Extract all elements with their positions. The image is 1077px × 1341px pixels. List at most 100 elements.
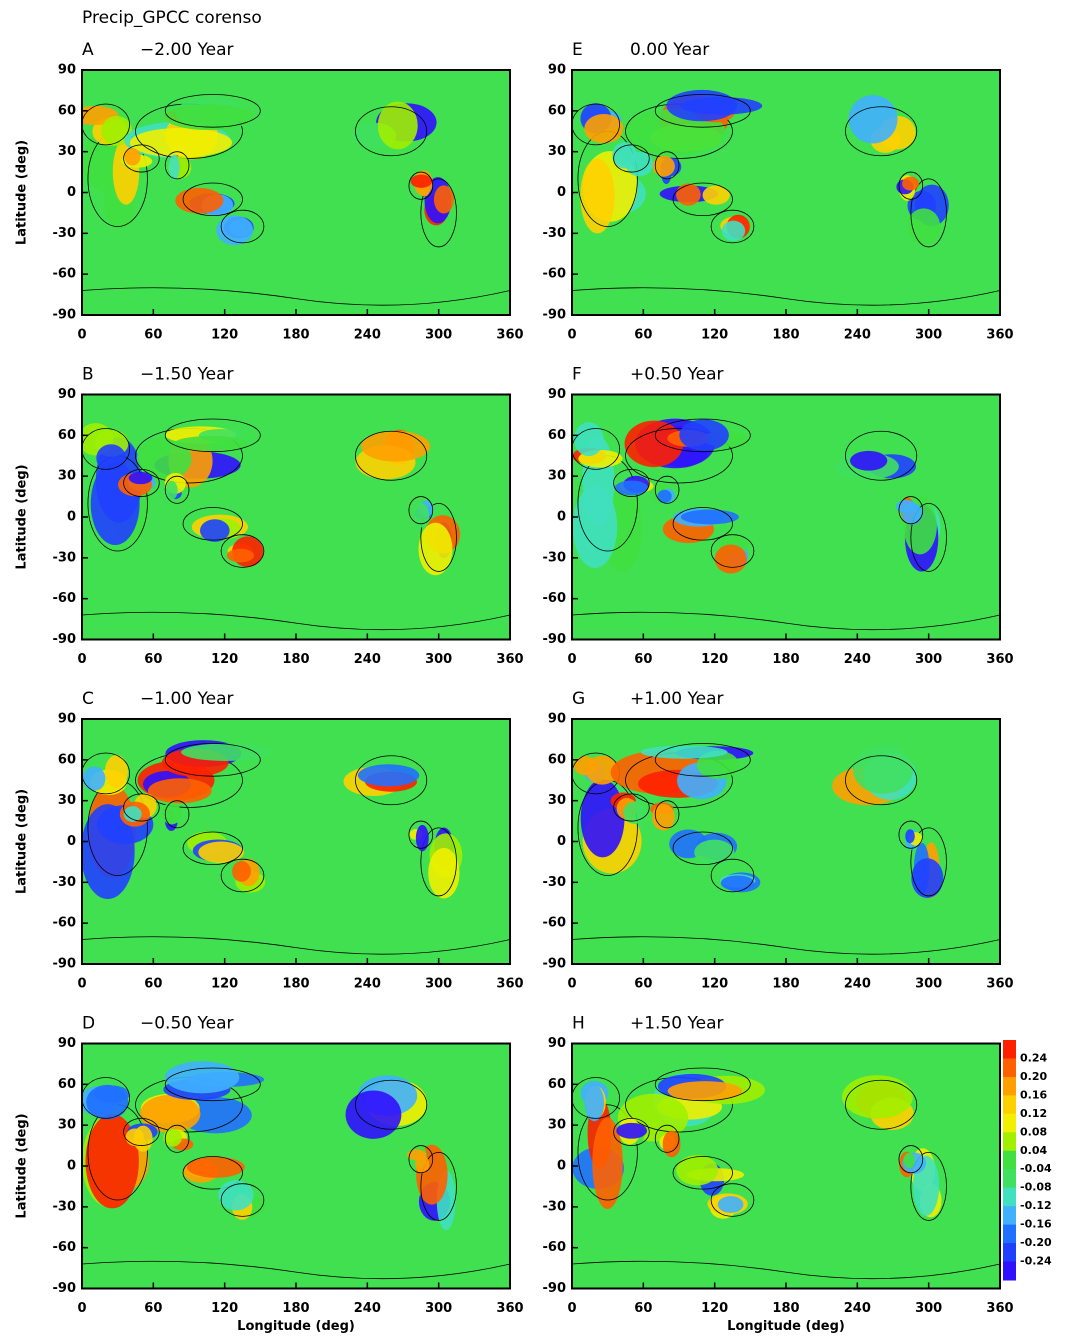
coastline [572, 428, 620, 470]
colorbar-swatch [1003, 1095, 1016, 1115]
anomaly-blob [414, 503, 430, 528]
x-axis-label: Longitude (deg) [727, 1319, 845, 1334]
y-tick-label: 0 [67, 1159, 76, 1174]
x-tick-label: 0 [77, 328, 86, 343]
panel-label: −1.50 Year [140, 365, 234, 385]
anomaly-blob [136, 437, 192, 481]
y-axis-label: Latitude (deg) [15, 140, 30, 245]
antarctica-coast [82, 936, 510, 955]
coastline [898, 1145, 924, 1174]
anomaly-blob [848, 95, 898, 144]
x-tick-label: 60 [634, 1301, 652, 1316]
anomaly-blob [584, 1084, 605, 1122]
y-tick-label: 90 [58, 1036, 76, 1051]
panel-letter: G [572, 689, 585, 709]
y-tick-label: 30 [58, 144, 76, 159]
coastline [898, 171, 924, 200]
x-tick-label: 180 [282, 1301, 309, 1316]
coastline [710, 858, 755, 893]
anomaly-blob [580, 779, 625, 858]
y-tick-label: 60 [548, 103, 566, 118]
x-tick-label: 60 [634, 652, 652, 667]
y-tick-label: -60 [543, 591, 567, 606]
colorbar-label: -0.16 [1020, 1218, 1052, 1231]
y-tick-label: -30 [543, 550, 567, 565]
coastline [355, 755, 428, 806]
x-tick-label: 180 [772, 328, 799, 343]
coastline [613, 144, 650, 173]
anomaly-blob [101, 115, 133, 146]
coastline [845, 1079, 918, 1130]
coastline [82, 428, 130, 470]
anomaly-blob [93, 1085, 130, 1103]
anomaly-blob [694, 839, 735, 866]
anomaly-blob [702, 185, 730, 205]
anomaly-blob [714, 544, 747, 574]
anomaly-blob [624, 420, 684, 468]
map-field [82, 740, 510, 955]
coastline [355, 1079, 428, 1130]
x-tick-label: 300 [915, 977, 942, 992]
y-tick-label: -30 [543, 1199, 567, 1214]
x-tick-label: 300 [425, 652, 452, 667]
coastline [220, 1183, 265, 1217]
y-tick-label: -90 [543, 957, 567, 972]
y-tick-label: -90 [543, 632, 567, 647]
anomaly-blob [903, 1152, 915, 1169]
anomaly-blob [147, 778, 212, 804]
y-tick-label: 0 [557, 834, 566, 849]
anomaly-blob [428, 847, 460, 899]
y-tick-label: 0 [557, 510, 566, 525]
coastline [220, 209, 265, 244]
coastline [420, 1151, 457, 1221]
x-tick-label: 60 [144, 328, 162, 343]
x-tick-label: 240 [844, 328, 871, 343]
y-tick-label: -60 [53, 1240, 77, 1255]
coastline [910, 178, 947, 248]
anomaly-blob [200, 519, 230, 542]
anomaly-blob [592, 1117, 623, 1210]
anomaly-blob [418, 522, 453, 576]
x-tick-label: 60 [144, 1301, 162, 1316]
x-tick-label: 360 [496, 652, 523, 667]
colorbar-swatch [1003, 1187, 1016, 1207]
y-tick-label: 30 [58, 793, 76, 808]
map-field [572, 418, 1000, 631]
anomaly-blob [410, 174, 433, 188]
y-axis-label: Latitude (deg) [15, 789, 30, 894]
x-tick-label: 240 [844, 652, 871, 667]
coastline [910, 827, 947, 897]
anomaly-blob [585, 755, 619, 785]
x-tick-label: 180 [772, 652, 799, 667]
coastline [164, 1067, 261, 1102]
y-tick-label: -90 [53, 1281, 77, 1296]
y-axis-label: Latitude (deg) [15, 464, 30, 569]
coastline [710, 209, 755, 244]
colorbar-swatch [1003, 1113, 1016, 1133]
panel-letter: D [82, 1014, 95, 1034]
x-tick-label: 360 [986, 328, 1013, 343]
coastline [420, 827, 457, 897]
map-field [82, 94, 510, 306]
y-tick-label: 30 [548, 469, 566, 484]
y-tick-label: 60 [548, 428, 566, 443]
coastline [82, 103, 130, 146]
coastline [654, 800, 680, 829]
x-tick-label: 360 [496, 977, 523, 992]
anomaly-blob [574, 422, 604, 457]
coastline [710, 1183, 755, 1217]
x-tick-label: 120 [211, 977, 238, 992]
coastline [182, 831, 243, 866]
x-tick-label: 360 [496, 328, 523, 343]
y-tick-label: -60 [53, 916, 77, 931]
x-tick-label: 120 [211, 1301, 238, 1316]
antarctica-coast [82, 611, 510, 631]
anomaly-blob [82, 766, 106, 791]
colorbar-swatch [1003, 1040, 1016, 1059]
coastline [164, 151, 190, 180]
coastline [654, 1067, 751, 1102]
coastline [82, 1077, 130, 1119]
panel-label: −1.00 Year [140, 689, 234, 709]
anomaly-blob [169, 154, 180, 180]
